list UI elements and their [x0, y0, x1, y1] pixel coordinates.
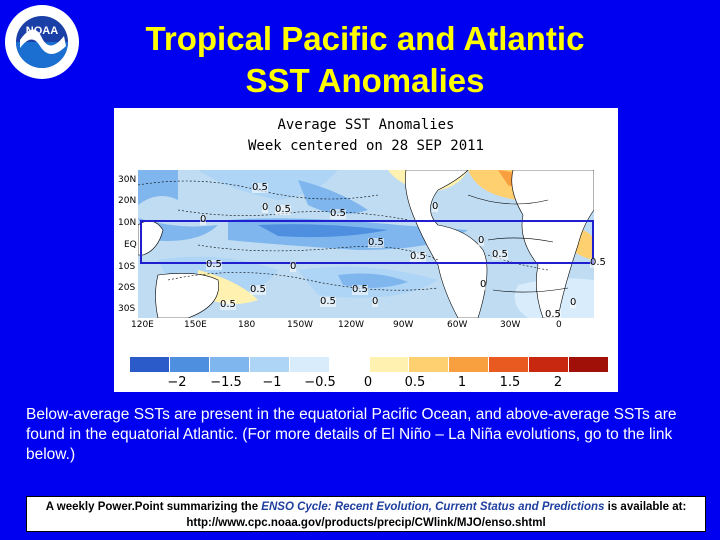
lon-label-180: 180: [238, 320, 256, 330]
contour-label: 0: [200, 214, 207, 225]
contour-label: 0.5: [320, 296, 336, 307]
lat-label-20s: 20S: [118, 283, 136, 293]
colorbar-swatch: [489, 357, 530, 372]
title-line-2: SST Anomalies: [245, 62, 485, 99]
enso-link[interactable]: http://www.cpc.noaa.gov/products/precip/…: [186, 517, 546, 529]
footer-suffix: is available at:: [604, 501, 687, 513]
colorbar-swatch: [249, 357, 290, 372]
contour-label: 0: [478, 235, 485, 246]
colorbar-swatch: [529, 357, 570, 372]
lon-label-90w: 90W: [393, 320, 414, 330]
footer-emphasis: ENSO Cycle: Recent Evolution, Current St…: [261, 501, 605, 513]
slide-title: Tropical Pacific and Atlantic SST Anomal…: [90, 18, 640, 102]
lat-label-10s: 10S: [118, 262, 136, 272]
title-line-1: Tropical Pacific and Atlantic: [145, 20, 585, 57]
colorbar-swatch: [209, 357, 250, 372]
colorbar-label: 2: [553, 375, 563, 390]
contour-label: 0.5: [220, 299, 236, 310]
contour-label: 0.5: [590, 257, 606, 268]
svg-text:NOAA: NOAA: [26, 25, 58, 37]
colorbar-label: 1: [457, 375, 467, 390]
footer-prefix: A weekly Power.Point summarizing the: [45, 501, 262, 513]
lon-label-150e: 150E: [184, 320, 207, 330]
lat-label-30n: 30N: [118, 175, 137, 185]
contour-label: 0.5: [352, 284, 368, 295]
colorbar-label: 1.5: [499, 375, 521, 390]
contour-label: 0: [262, 202, 269, 213]
summary-text: Below-average SSTs are present in the eq…: [26, 406, 677, 463]
lon-label-0: 0: [556, 320, 562, 330]
lat-label-10n: 10N: [118, 218, 137, 228]
contour-label: 0: [480, 279, 487, 290]
noaa-logo-icon: NOAA: [4, 4, 80, 80]
figure-subtitle: Week centered on 28 SEP 2011: [247, 138, 484, 154]
lon-label-120e: 120E: [131, 320, 154, 330]
contour-label: 0: [372, 296, 379, 307]
colorbar: [130, 357, 609, 372]
contour-label: 0: [570, 297, 577, 308]
contour-label: 0.5: [410, 251, 426, 262]
contour-label: 0.5: [368, 237, 384, 248]
lon-label-150w: 150W: [287, 320, 314, 330]
contour-label: 0: [290, 261, 297, 272]
contour-label: 0.5: [545, 309, 561, 320]
lat-label-eq: EQ: [124, 240, 137, 250]
colorbar-swatch: [369, 357, 410, 372]
contour-label: 0.5: [252, 182, 268, 193]
figure-title: Average SST Anomalies: [277, 117, 455, 133]
colorbar-label: −1: [262, 375, 282, 390]
colorbar-label: −2: [167, 375, 187, 390]
contour-label: 0.5: [250, 284, 266, 295]
contour-label: 0.5: [206, 259, 222, 270]
footer-box: A weekly Power.Point summarizing the ENS…: [26, 496, 706, 532]
sst-anomaly-map: [137, 169, 595, 319]
colorbar-label: −1.5: [210, 375, 242, 390]
colorbar-swatch: [449, 357, 490, 372]
lat-label-20n: 20N: [118, 196, 137, 206]
colorbar-label: 0.5: [404, 375, 426, 390]
colorbar-swatch: [409, 357, 450, 372]
colorbar-swatch: [569, 357, 609, 372]
lon-label-60w: 60W: [447, 320, 468, 330]
colorbar-swatch: [329, 357, 370, 372]
contour-label: 0.5: [330, 208, 346, 219]
colorbar-swatch: [130, 357, 170, 372]
lon-label-30w: 30W: [500, 320, 521, 330]
contour-label: 0.5: [492, 249, 508, 260]
colorbar-label: 0: [363, 375, 373, 390]
colorbar-swatch: [169, 357, 210, 372]
contour-label: 0.5: [275, 204, 291, 215]
contour-label: 0: [432, 201, 439, 212]
lat-label-30s: 30S: [118, 304, 136, 314]
lon-label-120w: 120W: [338, 320, 365, 330]
colorbar-label: −0.5: [304, 375, 336, 390]
colorbar-swatch: [289, 357, 330, 372]
